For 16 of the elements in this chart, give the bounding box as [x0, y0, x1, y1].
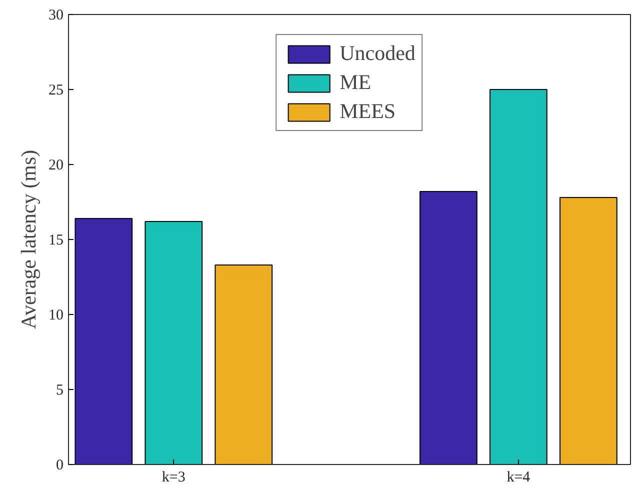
y-axis-title: Average latency (ms) [16, 150, 40, 330]
y-tick-label: 30 [48, 8, 64, 24]
y-tick-label: 20 [48, 158, 64, 174]
x-tick-label: k=3 [162, 470, 186, 486]
bar [214, 264, 273, 464]
legend-label: Uncoded [340, 41, 416, 66]
bar [559, 197, 618, 464]
bar [420, 191, 478, 464]
y-tick-label: 25 [48, 82, 64, 98]
x-tick-label: k=4 [506, 470, 531, 486]
legend-label: ME [340, 70, 372, 95]
y-tick-label: 5 [56, 382, 64, 398]
legend-label: MEES [340, 99, 396, 124]
y-tick-label: 15 [48, 232, 64, 248]
y-tick-label: 0 [56, 458, 64, 474]
y-tick-label: 10 [48, 308, 64, 324]
